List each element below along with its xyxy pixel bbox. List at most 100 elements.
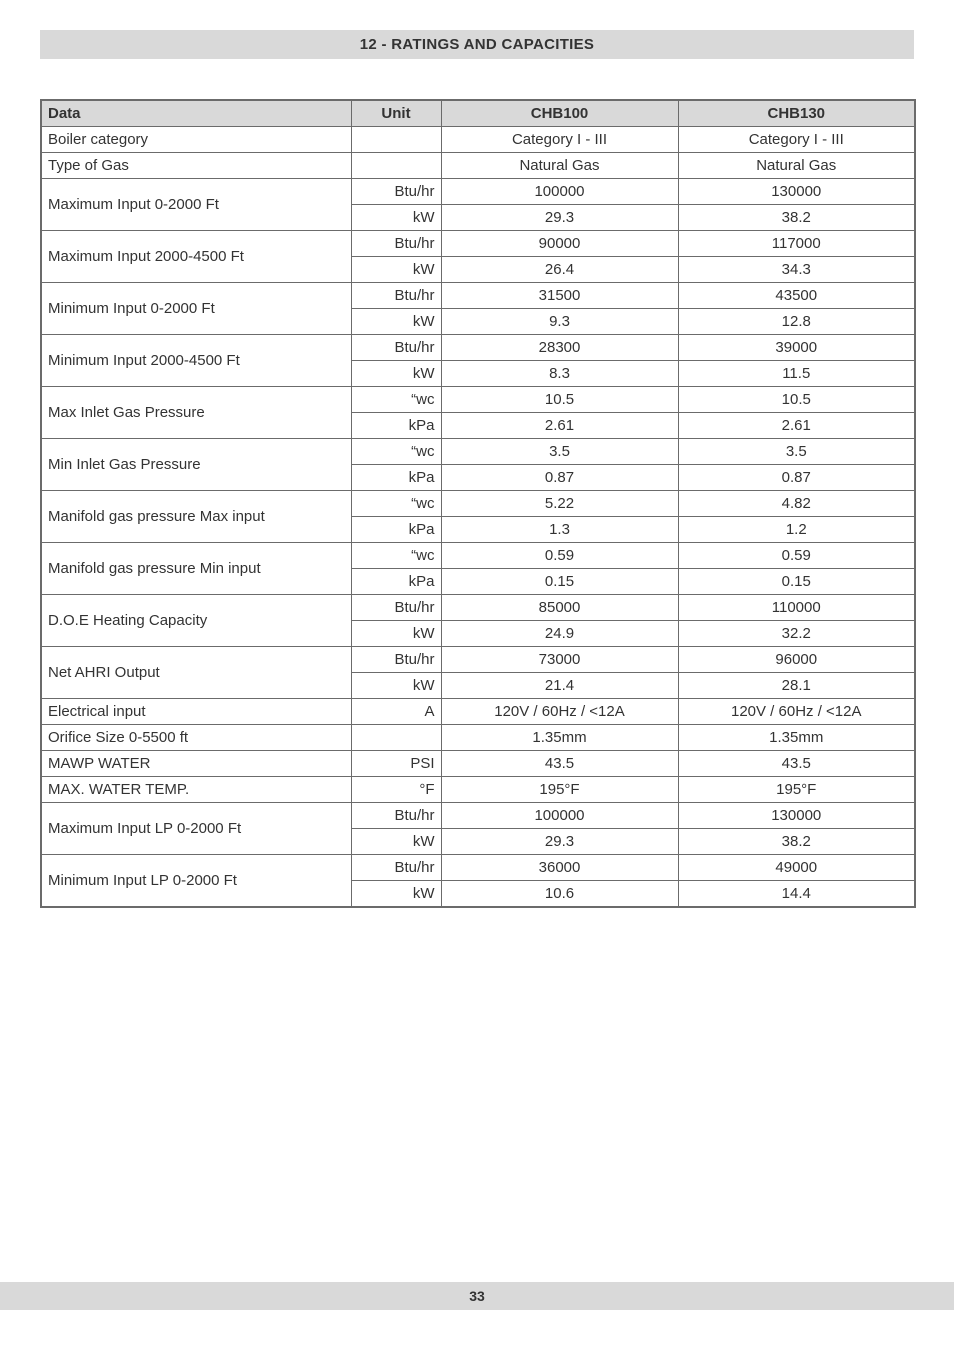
value-chb130: 120V / 60Hz / <12A: [678, 699, 915, 725]
value-chb130: 49000: [678, 855, 915, 881]
value-chb100: 90000: [441, 231, 678, 257]
value-chb100: 73000: [441, 647, 678, 673]
value-chb130: 1.2: [678, 517, 915, 543]
table-row: Max Inlet Gas Pressure“wc10.510.5: [41, 387, 915, 413]
value-chb130: 43.5: [678, 751, 915, 777]
table-row: Electrical inputA120V / 60Hz / <12A120V …: [41, 699, 915, 725]
table-row: Maximum Input 0-2000 FtBtu/hr10000013000…: [41, 179, 915, 205]
value-chb130: 130000: [678, 179, 915, 205]
table-row: Orifice Size 0-5500 ft1.35mm1.35mm: [41, 725, 915, 751]
unit-cell: Btu/hr: [351, 231, 441, 257]
value-chb130: 2.61: [678, 413, 915, 439]
unit-cell: kW: [351, 205, 441, 231]
unit-cell: Btu/hr: [351, 595, 441, 621]
value-chb100: 5.22: [441, 491, 678, 517]
value-chb100: 3.5: [441, 439, 678, 465]
unit-cell: kPa: [351, 569, 441, 595]
value-chb100: 29.3: [441, 205, 678, 231]
unit-cell: kW: [351, 309, 441, 335]
col-header-data: Data: [41, 100, 351, 127]
value-chb100: 10.6: [441, 881, 678, 908]
value-chb130: 1.35mm: [678, 725, 915, 751]
unit-cell: kPa: [351, 465, 441, 491]
value-chb130: 11.5: [678, 361, 915, 387]
param-cell: Minimum Input 2000-4500 Ft: [41, 335, 351, 387]
unit-cell: Btu/hr: [351, 647, 441, 673]
param-cell: MAWP WATER: [41, 751, 351, 777]
value-chb130: 195°F: [678, 777, 915, 803]
value-chb100: 1.3: [441, 517, 678, 543]
value-chb100: 0.87: [441, 465, 678, 491]
param-cell: Electrical input: [41, 699, 351, 725]
col-header-chb130: CHB130: [678, 100, 915, 127]
param-cell: Maximum Input LP 0-2000 Ft: [41, 803, 351, 855]
value-chb100: 100000: [441, 803, 678, 829]
value-chb130: 10.5: [678, 387, 915, 413]
value-chb100: 29.3: [441, 829, 678, 855]
value-chb130: 43500: [678, 283, 915, 309]
table-header-row: Data Unit CHB100 CHB130: [41, 100, 915, 127]
value-chb130: Category I - III: [678, 127, 915, 153]
unit-cell: “wc: [351, 491, 441, 517]
value-chb100: 26.4: [441, 257, 678, 283]
unit-cell: kW: [351, 361, 441, 387]
unit-cell: °F: [351, 777, 441, 803]
ratings-table: Data Unit CHB100 CHB130 Boiler categoryC…: [40, 99, 916, 908]
page-footer: 33: [0, 1282, 954, 1310]
value-chb100: 1.35mm: [441, 725, 678, 751]
value-chb130: 117000: [678, 231, 915, 257]
table-row: D.O.E Heating CapacityBtu/hr85000110000: [41, 595, 915, 621]
value-chb130: 38.2: [678, 829, 915, 855]
param-cell: D.O.E Heating Capacity: [41, 595, 351, 647]
value-chb100: 9.3: [441, 309, 678, 335]
value-chb100: 8.3: [441, 361, 678, 387]
value-chb100: 10.5: [441, 387, 678, 413]
param-cell: Minimum Input LP 0-2000 Ft: [41, 855, 351, 908]
param-cell: Minimum Input 0-2000 Ft: [41, 283, 351, 335]
value-chb130: 14.4: [678, 881, 915, 908]
value-chb130: 0.87: [678, 465, 915, 491]
value-chb100: 85000: [441, 595, 678, 621]
value-chb100: 195°F: [441, 777, 678, 803]
value-chb130: 12.8: [678, 309, 915, 335]
value-chb100: 0.15: [441, 569, 678, 595]
table-row: MAWP WATERPSI43.543.5: [41, 751, 915, 777]
value-chb100: 31500: [441, 283, 678, 309]
col-header-unit: Unit: [351, 100, 441, 127]
unit-cell: “wc: [351, 387, 441, 413]
section-title: 12 - RATINGS AND CAPACITIES: [40, 30, 914, 59]
col-header-chb100: CHB100: [441, 100, 678, 127]
value-chb130: 32.2: [678, 621, 915, 647]
unit-cell: kW: [351, 621, 441, 647]
unit-cell: Btu/hr: [351, 855, 441, 881]
unit-cell: [351, 153, 441, 179]
value-chb130: 39000: [678, 335, 915, 361]
param-cell: Maximum Input 2000-4500 Ft: [41, 231, 351, 283]
unit-cell: kW: [351, 881, 441, 908]
value-chb100: Natural Gas: [441, 153, 678, 179]
unit-cell: Btu/hr: [351, 179, 441, 205]
value-chb100: 2.61: [441, 413, 678, 439]
unit-cell: kPa: [351, 517, 441, 543]
table-row: Boiler categoryCategory I - IIICategory …: [41, 127, 915, 153]
value-chb100: 120V / 60Hz / <12A: [441, 699, 678, 725]
ratings-table-container: Data Unit CHB100 CHB130 Boiler categoryC…: [40, 99, 914, 908]
table-row: Net AHRI OutputBtu/hr7300096000: [41, 647, 915, 673]
unit-cell: [351, 127, 441, 153]
unit-cell: PSI: [351, 751, 441, 777]
unit-cell: kW: [351, 257, 441, 283]
value-chb130: 110000: [678, 595, 915, 621]
table-row: Manifold gas pressure Max input“wc5.224.…: [41, 491, 915, 517]
table-row: Manifold gas pressure Min input“wc0.590.…: [41, 543, 915, 569]
unit-cell: [351, 725, 441, 751]
value-chb130: 0.15: [678, 569, 915, 595]
value-chb100: 24.9: [441, 621, 678, 647]
table-row: Maximum Input LP 0-2000 FtBtu/hr10000013…: [41, 803, 915, 829]
value-chb130: 28.1: [678, 673, 915, 699]
param-cell: Max Inlet Gas Pressure: [41, 387, 351, 439]
value-chb130: Natural Gas: [678, 153, 915, 179]
value-chb130: 34.3: [678, 257, 915, 283]
param-cell: Type of Gas: [41, 153, 351, 179]
table-row: Maximum Input 2000-4500 FtBtu/hr90000117…: [41, 231, 915, 257]
value-chb130: 96000: [678, 647, 915, 673]
